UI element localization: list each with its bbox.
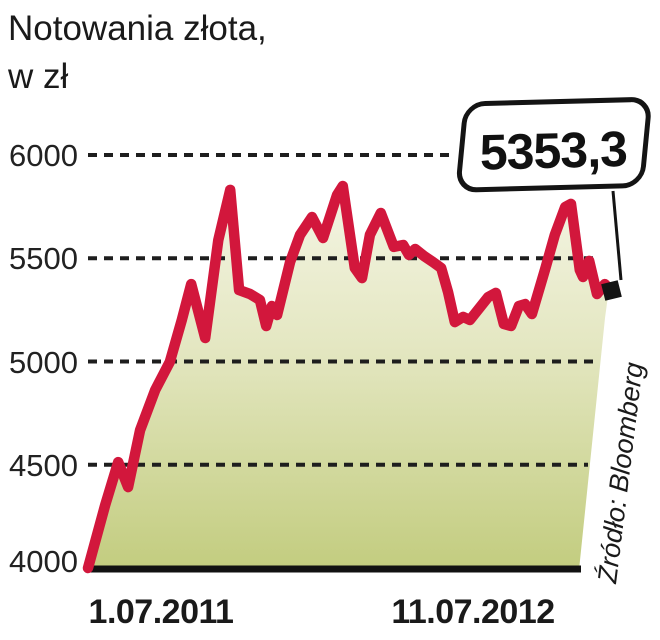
end-marker [601, 280, 622, 301]
y-tick-label-5500: 5500 [9, 241, 78, 276]
price-area-fill [88, 186, 609, 570]
price-line [82, 180, 615, 574]
source-credit: Źródło: Bloomberg [592, 361, 649, 586]
callout-bubble-rect [456, 97, 651, 193]
y-tick-label-4000: 4000 [9, 544, 78, 579]
y-tick-label-5000: 5000 [9, 345, 78, 380]
x-tick-label-start: 1.07.2011 [89, 593, 234, 631]
callout-value: 5353,3 [479, 121, 627, 181]
callout-bubble-shape [456, 97, 651, 193]
y-tick-label-4500: 4500 [9, 448, 78, 483]
y-tick-label-6000: 6000 [9, 138, 78, 173]
x-tick-label-end: 11.07.2012 [391, 593, 554, 631]
callout-pointer-line [611, 190, 623, 281]
chart-title-line1: Notowania złota, [8, 9, 267, 48]
callout-bubble: 5353,3 [456, 97, 651, 193]
chart-title-line2: w zł [7, 57, 69, 96]
